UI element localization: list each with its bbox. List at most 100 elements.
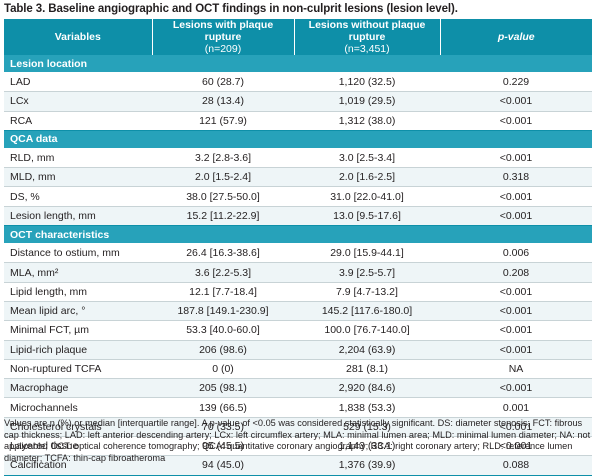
cell-with-rupture: 205 (98.1)	[152, 378, 294, 399]
table-row: Microchannels 139 (66.5) 1,838 (53.3) 0.001	[4, 397, 592, 418]
header-with-rupture: Lesions with plaque rupture (n=209)	[152, 19, 295, 55]
cell-p-value: 0.208	[440, 262, 592, 283]
cell-variable: Cholesterol crystals	[4, 417, 152, 438]
cell-variable: MLA, mm²	[4, 262, 152, 283]
cell-with-rupture: 53.3 [40.0-60.0]	[152, 320, 294, 341]
cell-variable: MLD, mm	[4, 167, 152, 188]
header-variables: Variables	[4, 19, 153, 55]
cell-without-rupture: 145.2 [117.6-180.0]	[294, 301, 440, 322]
table-row: Distance to ostium, mm 26.4 [16.3-38.6] 29…	[4, 243, 592, 264]
table-row: Layered tissue 95 (45.5) 1,143 (33.1) <0.00…	[4, 436, 592, 457]
cell-variable: Layered tissue	[4, 436, 152, 457]
cell-without-rupture: 3.0 [2.5-3.4]	[294, 148, 440, 169]
cell-p-value: <0.001	[440, 436, 592, 457]
table-row: Lipid-rich plaque 206 (98.6) 2,204 (63.9) <…	[4, 340, 592, 360]
cell-without-rupture: 13.0 [9.5-17.6]	[294, 206, 440, 227]
cell-with-rupture: 15.2 [11.2-22.9]	[152, 206, 294, 227]
cell-p-value: <0.001	[440, 320, 592, 341]
section-header-row: OCT characteristics	[4, 225, 592, 245]
cell-with-rupture: 12.1 [7.7-18.4]	[152, 282, 294, 302]
cell-with-rupture: 95 (45.5)	[152, 436, 294, 457]
cell-without-rupture: 2,204 (63.9)	[294, 340, 440, 360]
table-row: MLD, mm 2.0 [1.5-2.4] 2.0 [1.6-2.5] 0.318	[4, 167, 592, 188]
table-row: Mean lipid arc, ° 187.8 [149.1-230.9] 145.…	[4, 301, 592, 322]
cell-with-rupture: 3.2 [2.8-3.6]	[152, 148, 294, 169]
cell-p-value: <0.001	[440, 378, 592, 399]
cell-without-rupture: 3.9 [2.5-5.7]	[294, 262, 440, 283]
cell-variable: Minimal FCT, µm	[4, 320, 152, 341]
table-row: RLD, mm 3.2 [2.8-3.6] 3.0 [2.5-3.4] <0.001	[4, 148, 592, 169]
table-row: Macrophage 205 (98.1) 2,920 (84.6) <0.001	[4, 378, 592, 399]
cell-without-rupture: 281 (8.1)	[294, 359, 440, 380]
cell-with-rupture: 206 (98.6)	[152, 340, 294, 360]
cell-p-value: <0.001	[440, 340, 592, 360]
cell-p-value: 0.318	[440, 167, 592, 188]
cell-with-rupture: 26.4 [16.3-38.6]	[152, 243, 294, 264]
cell-p-value: NA	[440, 359, 592, 380]
cell-without-rupture: 529 (15.3)	[294, 417, 440, 438]
cell-p-value: <0.001	[440, 206, 592, 227]
cell-without-rupture: 29.0 [15.9-44.1]	[294, 243, 440, 264]
table-row: LCx 28 (13.4) 1,019 (29.5) <0.001	[4, 91, 592, 112]
table-row: Minimal FCT, µm 53.3 [40.0-60.0] 100.0 [76…	[4, 320, 592, 341]
cell-without-rupture: 1,143 (33.1)	[294, 436, 440, 457]
table-row: Lipid length, mm 12.1 [7.7-18.4] 7.9 [4.7-…	[4, 282, 592, 302]
cell-p-value: <0.001	[440, 91, 592, 112]
cell-variable: Macrophage	[4, 378, 152, 399]
cell-without-rupture: 7.9 [4.7-13.2]	[294, 282, 440, 302]
section-title: QCA data	[4, 130, 592, 149]
cell-without-rupture: 1,838 (53.3)	[294, 397, 440, 418]
cell-without-rupture: 1,120 (32.5)	[294, 72, 440, 93]
header-without-rupture: Lesions without plaque rupture (n=3,451)	[294, 19, 441, 55]
cell-p-value: <0.001	[440, 186, 592, 207]
results-table: Variables Lesions with plaque rupture (n=…	[4, 19, 592, 476]
cell-variable: DS, %	[4, 186, 152, 207]
table-row: DS, % 38.0 [27.5-50.0] 31.0 [22.0-41.0] <0.…	[4, 186, 592, 207]
cell-p-value: 0.006	[440, 243, 592, 264]
cell-p-value: <0.001	[440, 417, 592, 438]
cell-with-rupture: 60 (28.7)	[152, 72, 294, 93]
cell-p-value: 0.229	[440, 72, 592, 93]
table-row: LAD 60 (28.7) 1,120 (32.5) 0.229	[4, 72, 592, 93]
section-title: Lesion location	[4, 55, 592, 73]
cell-with-rupture: 187.8 [149.1-230.9]	[152, 301, 294, 322]
section-title: OCT characteristics	[4, 225, 592, 245]
cell-without-rupture: 1,376 (39.9)	[294, 455, 440, 476]
table-body: Lesion location LAD 60 (28.7) 1,120 (32.5) 0…	[4, 55, 592, 476]
cell-with-rupture: 3.6 [2.2-5.3]	[152, 262, 294, 283]
header-p-value: p-value	[440, 19, 592, 55]
cell-variable: Lesion length, mm	[4, 206, 152, 227]
cell-p-value: 0.088	[440, 455, 592, 476]
cell-p-value: <0.001	[440, 148, 592, 169]
cell-without-rupture: 2,920 (84.6)	[294, 378, 440, 399]
cell-p-value: <0.001	[440, 282, 592, 302]
cell-without-rupture: 100.0 [76.7-140.0]	[294, 320, 440, 341]
cell-without-rupture: 1,312 (38.0)	[294, 111, 440, 131]
cell-variable: Distance to ostium, mm	[4, 243, 152, 264]
table-header-row: Variables Lesions with plaque rupture (n=…	[4, 19, 592, 55]
table-row: RCA 121 (57.9) 1,312 (38.0) <0.001	[4, 111, 592, 131]
section-header-row: QCA data	[4, 130, 592, 149]
table-row: Lesion length, mm 15.2 [11.2-22.9] 13.0 [9…	[4, 206, 592, 227]
cell-variable: RCA	[4, 111, 152, 131]
table-title: Table 3. Baseline angiographic and OCT f…	[4, 3, 458, 15]
table-row: Cholesterol crystals 70 (33.5) 529 (15.3) <…	[4, 417, 592, 438]
cell-variable: Mean lipid arc, °	[4, 301, 152, 322]
table-row: Non-ruptured TCFA 0 (0) 281 (8.1) NA	[4, 359, 592, 380]
cell-with-rupture: 38.0 [27.5-50.0]	[152, 186, 294, 207]
cell-without-rupture: 2.0 [1.6-2.5]	[294, 167, 440, 188]
section-header-row: Lesion location	[4, 55, 592, 73]
cell-with-rupture: 70 (33.5)	[152, 417, 294, 438]
table-row: MLA, mm² 3.6 [2.2-5.3] 3.9 [2.5-5.7] 0.208	[4, 262, 592, 283]
table-footnote: Values are n (%) or median [interquartil…	[4, 418, 591, 463]
cell-variable: Microchannels	[4, 397, 152, 418]
cell-with-rupture: 139 (66.5)	[152, 397, 294, 418]
cell-with-rupture: 28 (13.4)	[152, 91, 294, 112]
cell-p-value: <0.001	[440, 111, 592, 131]
cell-p-value: 0.001	[440, 397, 592, 418]
cell-variable: LCx	[4, 91, 152, 112]
cell-with-rupture: 2.0 [1.5-2.4]	[152, 167, 294, 188]
cell-variable: LAD	[4, 72, 152, 93]
cell-without-rupture: 1,019 (29.5)	[294, 91, 440, 112]
